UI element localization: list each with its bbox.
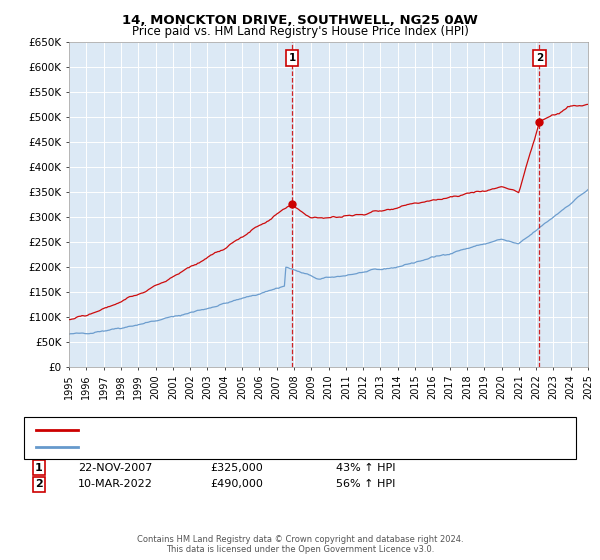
Text: 1: 1 bbox=[289, 53, 296, 63]
Text: Contains HM Land Registry data © Crown copyright and database right 2024.
This d: Contains HM Land Registry data © Crown c… bbox=[137, 535, 463, 554]
Text: 2: 2 bbox=[35, 479, 43, 489]
Text: 14, MONCKTON DRIVE, SOUTHWELL, NG25 0AW: 14, MONCKTON DRIVE, SOUTHWELL, NG25 0AW bbox=[122, 14, 478, 27]
Text: 14, MONCKTON DRIVE, SOUTHWELL, NG25 0AW (detached house): 14, MONCKTON DRIVE, SOUTHWELL, NG25 0AW … bbox=[84, 424, 428, 435]
Text: 56% ↑ HPI: 56% ↑ HPI bbox=[336, 479, 395, 489]
Text: 1: 1 bbox=[35, 463, 43, 473]
Text: 43% ↑ HPI: 43% ↑ HPI bbox=[336, 463, 395, 473]
Text: 2: 2 bbox=[536, 53, 543, 63]
Text: Price paid vs. HM Land Registry's House Price Index (HPI): Price paid vs. HM Land Registry's House … bbox=[131, 25, 469, 38]
Text: £490,000: £490,000 bbox=[210, 479, 263, 489]
Text: £325,000: £325,000 bbox=[210, 463, 263, 473]
Text: HPI: Average price, detached house, Newark and Sherwood: HPI: Average price, detached house, Newa… bbox=[84, 442, 394, 452]
Text: 10-MAR-2022: 10-MAR-2022 bbox=[78, 479, 153, 489]
Text: 22-NOV-2007: 22-NOV-2007 bbox=[78, 463, 152, 473]
